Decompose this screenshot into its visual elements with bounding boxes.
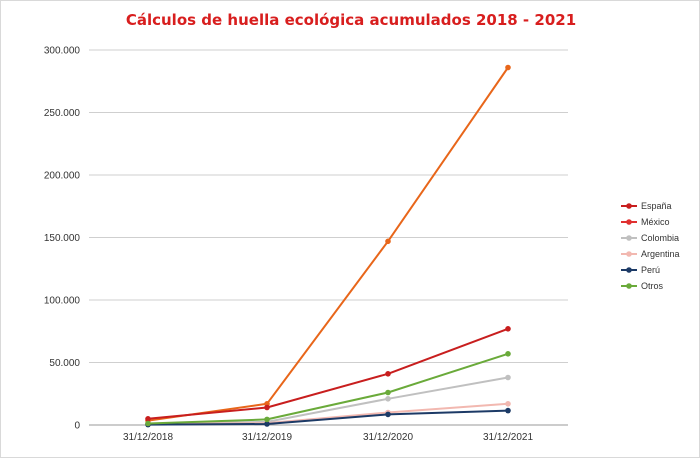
legend-label: Otros [641,281,664,291]
legend-item: Otros [621,281,664,291]
legend-label: España [641,201,672,211]
legend-item: España [621,201,672,211]
data-point [505,326,511,332]
legend-label: Colombia [641,233,679,243]
data-point [145,420,151,427]
legend-swatch-marker [626,203,632,209]
data-point [264,416,270,423]
legend-item: Perú [621,265,660,275]
legend-swatch-marker [626,235,632,241]
y-tick-label: 100.000 [44,296,81,307]
data-point [385,371,391,377]
data-point [385,238,391,245]
x-tick-label: 31/12/2021 [483,432,533,443]
data-point [264,421,270,427]
series-line [147,409,509,426]
data-point [505,401,511,407]
series-line [147,352,509,425]
data-point [505,374,511,381]
x-axis-ticks: 31/12/2018 31/12/2019 31/12/2020 31/12/2021 [123,432,533,443]
series-méxico [145,326,511,422]
legend-item: Colombia [621,233,679,243]
legend: España México Colombia Argentina Perú Otros [621,201,680,291]
y-tick-label: 0 [74,421,80,432]
data-point [385,411,391,418]
series-otros [145,351,511,427]
y-tick-label: 300.000 [44,46,81,57]
legend-label: México [641,217,670,227]
chart-title: Cálculos de huella ecológica acumulados … [126,11,576,29]
series-line [147,327,509,420]
x-tick-label: 31/12/2020 [363,432,413,443]
grid-lines [89,49,568,426]
series-line [147,66,509,422]
legend-item: México [621,217,670,227]
legend-label: Perú [641,265,660,275]
y-axis-ticks: 0 50.000 100.000 150.000 200.000 250.000 300.0… [44,46,81,432]
legend-label: Argentina [641,249,680,259]
data-point [385,396,391,402]
data-point [145,416,151,422]
data-point [505,64,511,71]
y-tick-label: 250.000 [44,108,81,119]
y-tick-label: 50.000 [49,358,80,369]
legend-swatch-marker [626,283,632,289]
legend-swatch-marker [626,251,632,257]
legend-item: Argentina [621,249,680,259]
legend-swatch-marker [626,219,632,225]
legend-swatch-marker [626,267,632,273]
data-point [505,407,511,414]
data-point [385,389,391,396]
series-lines [145,64,511,428]
data-point [505,351,511,357]
y-tick-label: 150.000 [44,233,81,244]
x-tick-label: 31/12/2018 [123,432,173,443]
y-tick-label: 200.000 [44,171,81,182]
data-point [264,404,270,411]
x-tick-label: 31/12/2019 [242,432,292,443]
